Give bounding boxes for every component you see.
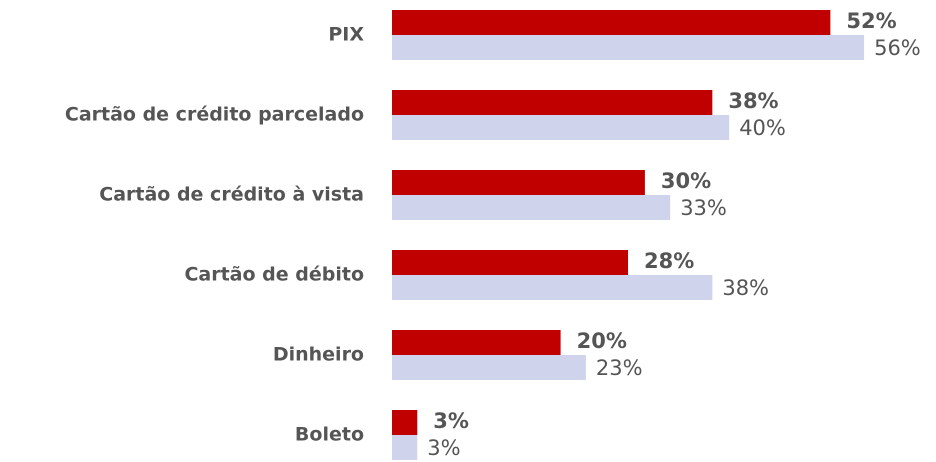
bar [392, 275, 713, 300]
bar [392, 195, 671, 220]
value-label: 3% [433, 409, 469, 433]
value-label: 20% [577, 329, 627, 353]
category-label: Cartão de crédito à vista [99, 184, 364, 206]
bar [392, 35, 865, 60]
value-label: 40% [739, 116, 786, 140]
value-label: 38% [722, 276, 769, 300]
value-label: 52% [846, 9, 896, 33]
bar [392, 115, 730, 140]
bar [392, 170, 645, 195]
category-label: Boleto [295, 424, 364, 446]
bar [392, 435, 418, 460]
value-label: 23% [596, 356, 643, 380]
value-label: 30% [661, 169, 711, 193]
category-label: Cartão de crédito parcelado [65, 104, 364, 126]
value-label: 38% [728, 89, 778, 113]
bar [392, 410, 418, 435]
bar [392, 330, 561, 355]
category-label: Cartão de débito [184, 264, 364, 286]
bar [392, 90, 713, 115]
bar [392, 250, 629, 275]
value-label: 33% [680, 196, 727, 220]
bar [392, 10, 831, 35]
value-label: 28% [644, 249, 694, 273]
value-label: 3% [427, 436, 460, 460]
value-label: 56% [874, 36, 921, 60]
category-label: Dinheiro [273, 344, 364, 366]
category-label: PIX [328, 24, 364, 46]
bar [392, 355, 586, 380]
